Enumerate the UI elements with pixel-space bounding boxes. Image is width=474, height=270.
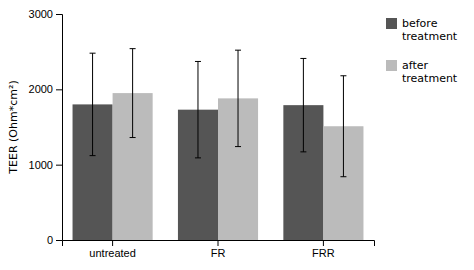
y-tick: 3000: [29, 8, 62, 20]
x-tick-label: FR: [211, 247, 226, 259]
y-tick: 0: [47, 234, 62, 246]
error-bar: [235, 50, 241, 146]
error-bar: [195, 61, 201, 157]
error-bars: [130, 49, 347, 177]
x-tick: FRR: [312, 240, 335, 259]
y-tick: 1000: [29, 159, 62, 171]
x-tick-mark: [218, 240, 219, 246]
legend-swatch: [386, 60, 397, 71]
y-tick-mark: [56, 240, 62, 241]
x-tick: untreated: [89, 240, 135, 259]
error-bar: [130, 49, 136, 138]
y-tick-mark: [56, 165, 62, 166]
marks: [73, 49, 364, 240]
y-axis-title: TEER (Ohm*cm²): [7, 80, 20, 174]
error-bar: [340, 76, 346, 177]
legend-label: aftertreatment: [402, 59, 458, 85]
legend-item: aftertreatment: [386, 59, 458, 85]
y-tick: 2000: [29, 83, 62, 95]
legend-swatch: [386, 18, 397, 29]
y-axis-line: [56, 15, 63, 241]
y-axis: 0 1000 2000 3000: [29, 8, 63, 246]
plot: untreated FR FRR 0 1000 2000 3000: [29, 8, 375, 259]
error-bar: [90, 53, 96, 155]
legend-label: beforetreatment: [402, 17, 458, 43]
x-axis: untreated FR FRR: [63, 240, 375, 259]
y-tick-mark: [56, 14, 62, 15]
x-tick-label: untreated: [89, 247, 135, 259]
y-tick-label: 1000: [29, 159, 53, 171]
series: [73, 53, 324, 240]
legend: beforetreatment aftertreatment: [386, 17, 458, 85]
y-tick-label: 2000: [29, 83, 53, 95]
x-axis-line: [63, 241, 375, 247]
error-bar: [300, 58, 306, 151]
x-tick-mark: [323, 240, 324, 246]
x-tick-label: FRR: [312, 247, 335, 259]
y-tick-label: 3000: [29, 8, 53, 20]
legend-item: beforetreatment: [386, 17, 458, 43]
x-tick-mark: [112, 240, 113, 246]
y-tick-label: 0: [47, 234, 53, 246]
x-tick: FR: [211, 240, 226, 259]
y-tick-mark: [56, 89, 62, 90]
series: [113, 49, 364, 240]
chart: untreated FR FRR 0 1000 2000 3000 TEER (Ohm*cm²…: [0, 0, 474, 270]
